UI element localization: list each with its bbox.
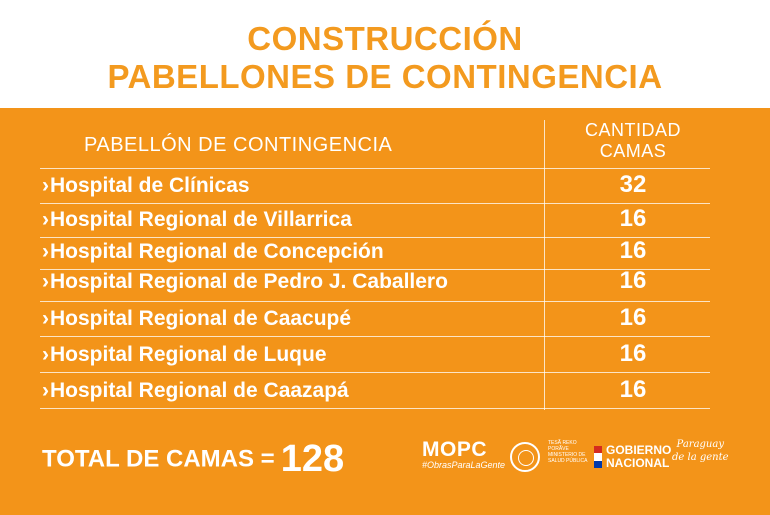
- chevron-right-icon: ›: [42, 174, 49, 197]
- total-value: 128: [280, 438, 345, 480]
- mopc-logo: MOPC #ObrasParaLaGente: [422, 438, 505, 470]
- gobierno-line2: NACIONAL: [606, 456, 670, 470]
- table-row: ›Hospital Regional de Caazapá 16: [40, 373, 710, 409]
- bed-count: 16: [619, 267, 647, 294]
- table-row: ›Hospital Regional de Concepción 16: [40, 236, 710, 270]
- table-panel: PABELLÓN DE CONTINGENCIA CANTIDAD CAMAS …: [0, 108, 770, 515]
- hospital-name: Hospital de Clínicas: [50, 174, 250, 197]
- header-pabellon: PABELLÓN DE CONTINGENCIA: [84, 134, 393, 156]
- table-row: ›Hospital de Clínicas 32: [40, 170, 710, 204]
- hospital-name: Hospital Regional de Caacupé: [50, 307, 352, 330]
- hospital-name: Hospital Regional de Caazapá: [50, 379, 349, 402]
- chevron-right-icon: ›: [42, 208, 49, 231]
- paraguay-slogan: Paraguay de la gente: [672, 438, 729, 464]
- table-row: ›Hospital Regional de Caacupé 16: [40, 301, 710, 337]
- bed-count: 16: [619, 340, 647, 367]
- column-divider: [544, 120, 545, 410]
- ministry-logo-text: TESÃ REKO PORÃVE MINISTERIO DE SALUD PÚB…: [548, 440, 588, 464]
- chevron-right-icon: ›: [42, 379, 49, 402]
- hospital-name: Hospital Regional de Villarrica: [50, 208, 352, 231]
- hospital-name: Hospital Regional de Luque: [50, 343, 327, 366]
- hospital-name: Hospital Regional de Concepción: [50, 240, 384, 263]
- bed-count: 16: [619, 205, 647, 232]
- slogan-line1: Paraguay: [676, 439, 724, 450]
- bed-count: 16: [619, 304, 647, 331]
- bed-count: 16: [619, 237, 647, 264]
- header-divider: [40, 168, 710, 169]
- chevron-right-icon: ›: [42, 240, 49, 263]
- title-block: CONSTRUCCIÓN PABELLONES DE CONTINGENCIA: [0, 0, 770, 108]
- flag-icon: [594, 446, 602, 468]
- hospital-name: Hospital Regional de Pedro J. Caballero: [50, 270, 448, 293]
- chevron-right-icon: ›: [42, 307, 49, 330]
- slogan-line2: de la gente: [672, 452, 729, 463]
- logo-strip: MOPC #ObrasParaLaGente TESÃ REKO PORÃVE …: [422, 436, 732, 486]
- gobierno-line1: GOBIERNO: [606, 443, 672, 457]
- seal-icon: [510, 442, 540, 472]
- mopc-hashtag: #ObrasParaLaGente: [422, 460, 506, 470]
- chevron-right-icon: ›: [42, 270, 49, 293]
- table-row: ›Hospital Regional de Luque 16: [40, 337, 710, 373]
- bed-count: 16: [619, 376, 647, 403]
- table-row: ›Hospital Regional de Pedro J. Caballero…: [40, 266, 710, 302]
- header-cantidad: CANTIDAD CAMAS: [558, 120, 708, 162]
- total-label: TOTAL DE CAMAS =: [42, 445, 275, 473]
- mopc-wordmark: MOPC: [422, 438, 487, 461]
- header-cantidad-line1: CANTIDAD: [584, 120, 681, 140]
- table-row: ›Hospital Regional de Villarrica 16: [40, 204, 710, 238]
- bed-count: 32: [619, 171, 647, 198]
- title-line-2: PABELLONES DE CONTINGENCIA: [107, 58, 663, 95]
- header-cantidad-line2: CAMAS: [599, 141, 667, 161]
- title-line-1: CONSTRUCCIÓN: [247, 20, 523, 57]
- chevron-right-icon: ›: [42, 343, 49, 366]
- total-beds: TOTAL DE CAMAS = 128: [42, 438, 344, 481]
